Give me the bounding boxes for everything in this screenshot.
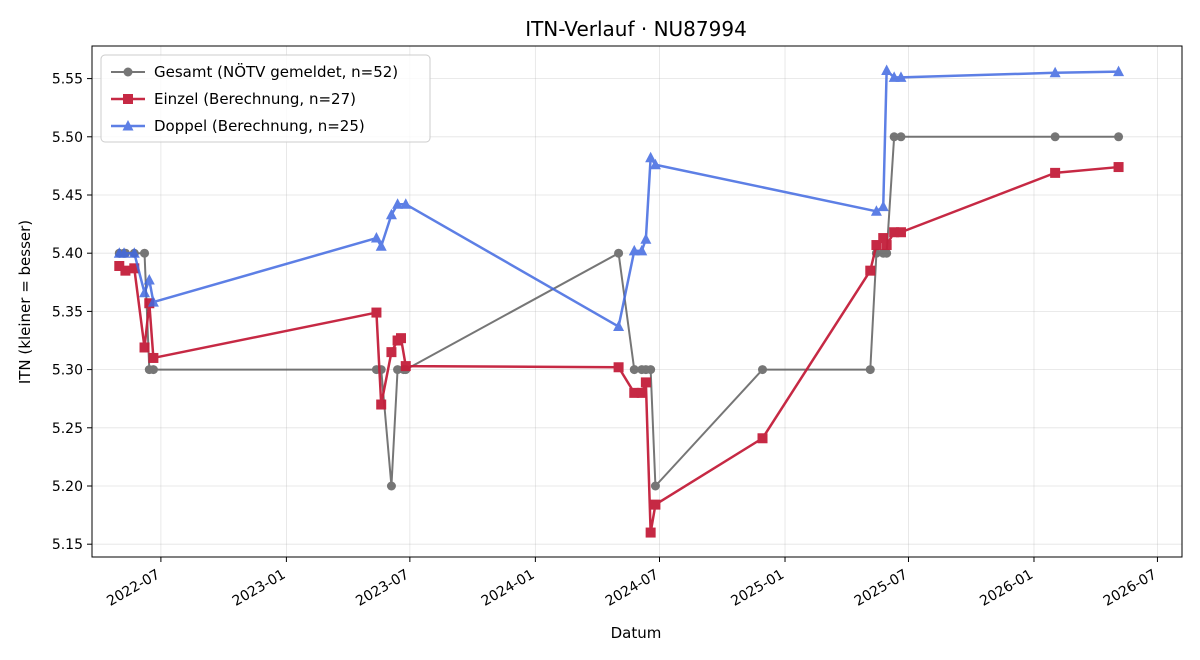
data-point	[613, 362, 624, 373]
data-point	[650, 499, 661, 510]
y-tick-label: 5.50	[52, 130, 83, 146]
data-point	[613, 320, 625, 332]
legend-marker	[123, 67, 133, 77]
series-square	[114, 162, 1124, 538]
y-tick-label: 5.55	[52, 72, 83, 88]
series-triangle	[113, 64, 1125, 332]
data-point	[645, 151, 657, 163]
data-point	[877, 200, 889, 212]
legend-label: Gesamt (NÖTV gemeldet, n=52)	[154, 62, 398, 81]
series-circle	[114, 132, 1124, 491]
data-point	[385, 208, 397, 220]
data-point	[114, 260, 125, 271]
data-point	[120, 265, 131, 276]
legend-label: Einzel (Berechnung, n=27)	[154, 90, 356, 108]
data-point	[640, 233, 652, 244]
data-point	[400, 198, 412, 209]
data-point	[640, 377, 651, 388]
data-point	[376, 399, 387, 410]
data-point	[889, 132, 899, 142]
data-point	[1113, 162, 1124, 173]
plot-frame	[91, 45, 1183, 558]
data-point	[629, 387, 640, 398]
data-point	[881, 64, 893, 75]
legend: Gesamt (NÖTV gemeldet, n=52) Einzel (Bere…	[100, 54, 431, 143]
y-tick-label: 5.20	[52, 479, 83, 495]
data-point	[1049, 66, 1061, 78]
data-point	[614, 248, 624, 258]
y-tick-label: 5.25	[52, 421, 83, 437]
y-axis-label: ITN (kleiner = besser)	[16, 220, 34, 384]
data-point	[650, 481, 660, 491]
data-point	[1050, 132, 1060, 142]
legend-swatch	[111, 94, 145, 104]
data-point	[140, 248, 150, 258]
data-point	[375, 240, 387, 251]
chart-title: ITN-Verlauf · NU87994	[525, 17, 747, 41]
data-point	[871, 240, 882, 251]
data-point	[881, 240, 892, 251]
data-point	[129, 263, 140, 274]
data-point	[889, 227, 900, 238]
data-point	[144, 298, 155, 309]
data-point	[896, 132, 906, 142]
y-tick-label: 5.30	[52, 363, 83, 379]
data-point	[148, 365, 158, 375]
data-point	[386, 347, 397, 358]
data-point	[386, 481, 396, 491]
data-point	[757, 433, 768, 444]
data-point	[370, 232, 382, 243]
y-tick-label: 5.15	[52, 537, 83, 553]
data-point	[139, 342, 150, 353]
legend-swatch	[111, 67, 145, 77]
data-point	[143, 273, 155, 285]
data-point	[636, 244, 648, 256]
data-point	[646, 365, 656, 375]
data-point	[895, 227, 906, 238]
legend-marker	[123, 94, 133, 104]
data-point	[139, 286, 151, 298]
data-point	[400, 361, 411, 372]
data-point	[148, 352, 159, 363]
series-layer	[113, 64, 1125, 538]
data-point	[118, 247, 130, 258]
legend-box	[100, 54, 431, 143]
data-point	[1114, 132, 1124, 142]
data-point	[629, 365, 639, 375]
legend-marker	[122, 120, 134, 131]
data-point	[645, 527, 656, 538]
data-point	[758, 365, 768, 375]
y-tick-label: 5.35	[52, 304, 83, 320]
legend-swatch	[111, 120, 145, 131]
data-point	[395, 333, 406, 344]
data-point	[147, 296, 159, 307]
data-point	[636, 387, 647, 398]
x-axis-label: Datum	[611, 624, 662, 642]
data-point	[865, 365, 875, 375]
data-point	[371, 307, 382, 318]
y-tick-label: 5.45	[52, 188, 83, 204]
data-point	[895, 71, 907, 82]
data-point	[870, 205, 882, 216]
legend-label: Doppel (Berechnung, n=25)	[154, 117, 365, 135]
data-point	[628, 244, 640, 256]
data-point	[649, 158, 661, 170]
data-point	[392, 198, 404, 209]
data-point	[1113, 65, 1125, 77]
data-point	[1050, 167, 1061, 178]
data-point	[865, 265, 876, 276]
data-point	[878, 233, 889, 244]
data-point	[128, 247, 140, 258]
y-tick-label: 5.40	[52, 246, 83, 262]
data-point	[882, 248, 892, 258]
